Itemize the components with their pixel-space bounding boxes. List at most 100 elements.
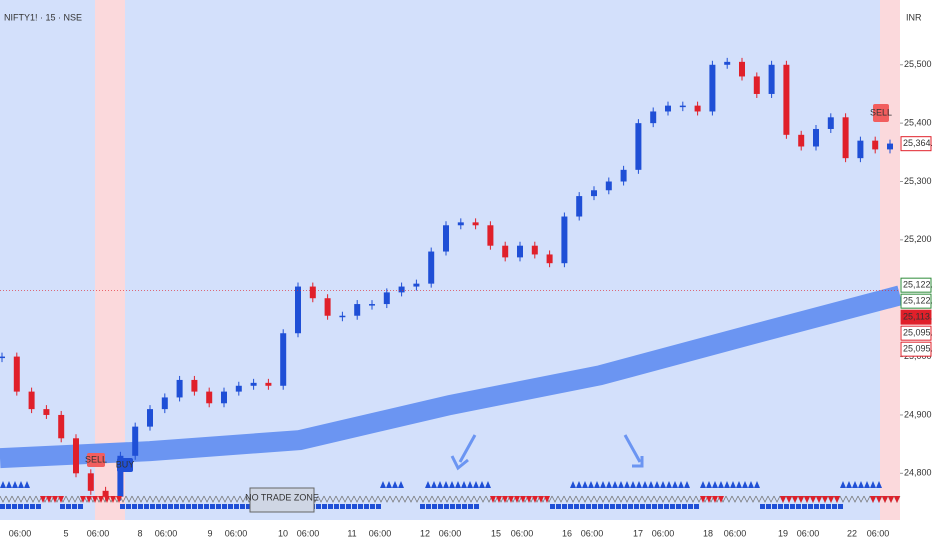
signal-zigzag	[761, 495, 769, 503]
signal-bar	[192, 504, 197, 509]
signal-bar	[12, 504, 17, 509]
signal-zigzag	[473, 495, 481, 503]
signal-zigzag	[443, 495, 451, 503]
candle	[591, 190, 597, 197]
signal-zigzag	[353, 495, 361, 503]
candle	[724, 61, 731, 65]
candle	[887, 143, 893, 150]
signal-zigzag	[389, 495, 397, 503]
signal-up	[666, 481, 672, 488]
signal-bar	[838, 504, 843, 509]
signal-bar	[826, 504, 831, 509]
signal-down	[834, 496, 840, 503]
signal-zigzag	[0, 495, 7, 503]
candle	[694, 105, 701, 112]
candle	[265, 382, 272, 386]
sell-box	[873, 104, 889, 122]
candle	[339, 315, 346, 318]
signal-up	[582, 481, 588, 488]
signal-down	[700, 496, 706, 503]
y-tick-label: 25,500.00	[904, 59, 932, 69]
candle	[324, 298, 331, 316]
candle	[87, 473, 94, 491]
signal-bar	[6, 504, 11, 509]
signal-zigzag	[863, 495, 871, 503]
signal-up	[380, 481, 386, 488]
signal-zigzag	[221, 495, 229, 503]
signal-up	[736, 481, 742, 488]
signal-bar	[0, 504, 5, 509]
signal-zigzag	[137, 495, 145, 503]
signal-bar	[556, 504, 561, 509]
candle	[295, 286, 301, 334]
signal-zigzag	[557, 495, 565, 503]
signal-bar	[426, 504, 431, 509]
signal-down	[822, 496, 828, 503]
signal-bar	[468, 504, 473, 509]
x-tick-label: 06:00	[87, 528, 110, 538]
signal-bar	[652, 504, 657, 509]
signal-zigzag	[551, 495, 559, 503]
x-tick-label: 06:00	[297, 528, 320, 538]
signal-zigzag	[605, 495, 613, 503]
signal-bar	[216, 504, 221, 509]
signal-zigzag	[839, 495, 847, 503]
x-tick-label: 10	[278, 528, 288, 538]
candle	[679, 105, 686, 108]
signal-bar	[796, 504, 801, 509]
signal-bar	[688, 504, 693, 509]
signal-zigzag	[725, 495, 733, 503]
candle	[117, 455, 124, 497]
signal-bar	[346, 504, 351, 509]
signal-bar	[60, 504, 65, 509]
candle	[250, 382, 257, 386]
candle	[517, 245, 523, 258]
signal-zigzag	[647, 495, 655, 503]
signal-bar	[778, 504, 783, 509]
signal-bar	[228, 504, 233, 509]
candle	[13, 356, 20, 392]
price-tag	[900, 325, 932, 341]
signal-bar	[574, 504, 579, 509]
sell-label: SELL	[870, 107, 892, 117]
candle	[472, 222, 479, 226]
signal-zigzag	[143, 495, 151, 503]
signal-zigzag	[419, 495, 427, 503]
signal-down	[92, 496, 98, 503]
x-tick-label: 9	[207, 528, 212, 538]
signal-zigzag	[5, 495, 13, 503]
x-tick-label: 15	[491, 528, 501, 538]
candle	[354, 304, 361, 316]
signal-zigzag	[683, 495, 691, 503]
x-tick-label: 06:00	[581, 528, 604, 538]
x-tick-label: 06:00	[225, 528, 248, 538]
signal-bar	[568, 504, 573, 509]
sell-box	[87, 453, 105, 467]
price-tag	[900, 277, 932, 293]
signal-up	[6, 481, 12, 488]
signal-down	[58, 496, 64, 503]
signal-bar	[364, 504, 369, 509]
signal-bar	[358, 504, 363, 509]
signal-zigzag	[227, 495, 235, 503]
signal-up	[718, 481, 724, 488]
signal-bar	[138, 504, 143, 509]
candle	[191, 379, 198, 392]
signal-up	[0, 481, 6, 488]
signal-down	[816, 496, 822, 503]
x-tick-label: 06:00	[369, 528, 392, 538]
signal-up	[600, 481, 606, 488]
candle	[768, 64, 775, 94]
candle	[709, 64, 716, 112]
signal-bar	[30, 504, 35, 509]
price-tag	[900, 136, 932, 152]
x-tick-label: 12	[420, 528, 430, 538]
signal-zigzag	[29, 495, 37, 503]
signal-zigzag	[857, 495, 865, 503]
candle	[576, 196, 583, 217]
signal-up	[425, 481, 431, 488]
signal-bar	[126, 504, 131, 509]
signal-up	[467, 481, 473, 488]
signal-bar	[832, 504, 837, 509]
signal-zigzag	[323, 495, 331, 503]
